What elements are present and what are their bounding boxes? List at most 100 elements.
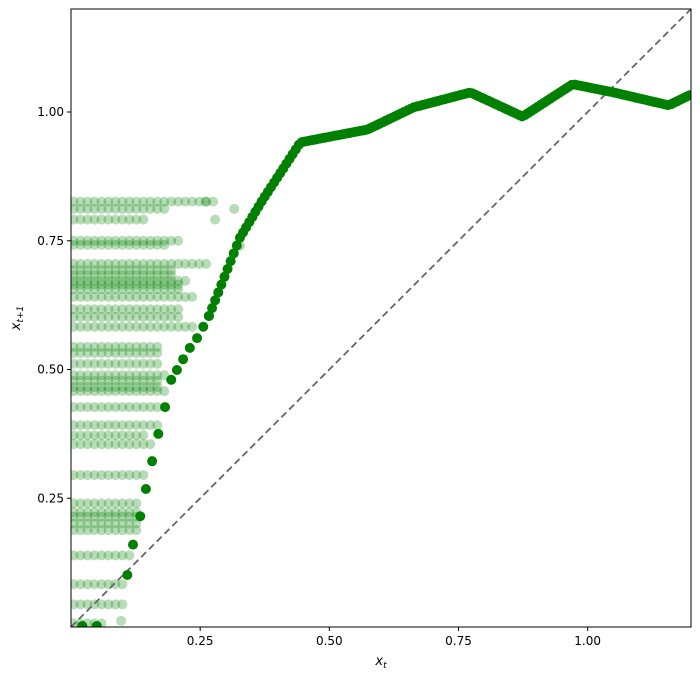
sample-point [75, 265, 86, 276]
sample-point [75, 279, 86, 290]
sample-point [96, 439, 107, 450]
sample-point [131, 402, 142, 413]
trajectory-point [122, 569, 133, 580]
sample-point [145, 439, 156, 450]
sample-point [103, 348, 114, 359]
sample-point [75, 550, 86, 561]
sample-point [124, 284, 135, 295]
sample-point [124, 507, 135, 518]
trajectory-point [219, 271, 230, 282]
trajectory-point [231, 240, 242, 251]
sample-point [89, 239, 100, 250]
sample-point [75, 382, 86, 393]
sample-point [152, 196, 163, 207]
sample-point [131, 203, 142, 214]
x-axis: 0.25 0.50 0.75 1.00 [187, 627, 601, 648]
sample-point [89, 470, 100, 481]
sample-point [75, 321, 86, 332]
sample-point [117, 420, 128, 431]
sample-point [159, 235, 170, 246]
sample-point [124, 265, 135, 276]
sample-point [117, 341, 128, 352]
sample-point [89, 235, 100, 246]
sample-point [71, 341, 79, 352]
sample-point [131, 321, 142, 332]
trajectory-point [216, 279, 227, 290]
sample-point [124, 321, 135, 332]
sample-point [82, 321, 93, 332]
sample-point [138, 311, 149, 322]
sample-point [138, 341, 149, 352]
sample-point [166, 311, 177, 322]
trajectory-point [225, 256, 236, 267]
sample-point [152, 358, 163, 369]
sample-point [103, 321, 114, 332]
sample-point [131, 386, 142, 397]
sample-point [75, 341, 86, 352]
sample-point [145, 275, 156, 286]
sample-point [82, 382, 93, 393]
sample-point [110, 291, 121, 302]
y-tick-label: 0.50 [37, 363, 64, 377]
trajectory-point [128, 539, 138, 550]
sample-point [96, 275, 107, 286]
sample-point [71, 321, 79, 332]
trajectory-point [171, 365, 182, 376]
sample-point [71, 518, 79, 529]
sample-point [124, 239, 135, 250]
sample-point [131, 382, 142, 393]
sample-point [117, 439, 128, 450]
sample-point [159, 275, 170, 286]
sample-point [89, 348, 100, 359]
sample-point [82, 498, 93, 509]
sample-point [131, 235, 142, 246]
sample-point [138, 348, 149, 359]
trajectory-point [160, 402, 171, 413]
sample-point [131, 375, 142, 386]
sample-point [75, 386, 86, 397]
sample-point [166, 235, 177, 246]
sample-point [110, 375, 121, 386]
sample-point [89, 525, 100, 536]
trajectory-point [192, 333, 203, 344]
sample-point [173, 279, 184, 290]
sample-point [166, 265, 177, 276]
sample-point [138, 370, 149, 381]
sample-point [117, 518, 128, 529]
sample-point [96, 265, 107, 276]
sample-point [103, 291, 114, 302]
sample-point [89, 304, 100, 315]
sample-point [117, 291, 128, 302]
sample-point [152, 275, 163, 286]
sample-point [71, 196, 79, 207]
sample-point [89, 518, 100, 529]
sample-point [110, 270, 121, 281]
sample-point [103, 341, 114, 352]
sample-point [159, 239, 170, 250]
sample-point [110, 382, 121, 393]
sample-point [75, 470, 86, 481]
sample-point [124, 304, 135, 315]
sample-point [152, 420, 163, 431]
sample-point [131, 196, 142, 207]
sample-point [75, 518, 86, 529]
sample-point [82, 386, 93, 397]
sample-point [131, 239, 142, 250]
sample-point [103, 386, 114, 397]
sample-point [71, 239, 79, 250]
sample-point [96, 386, 107, 397]
sample-point [110, 599, 121, 610]
sample-point [138, 321, 149, 332]
y-axis-label: xt+1 [9, 306, 26, 332]
sample-point [75, 498, 86, 509]
sample-point [82, 239, 93, 250]
sample-point [173, 304, 184, 315]
sample-point [110, 370, 121, 381]
sample-point [166, 279, 177, 290]
sample-point [117, 275, 128, 286]
sample-point [75, 304, 86, 315]
sample-point [180, 258, 191, 269]
sample-point [117, 284, 128, 295]
sample-point [145, 420, 156, 431]
